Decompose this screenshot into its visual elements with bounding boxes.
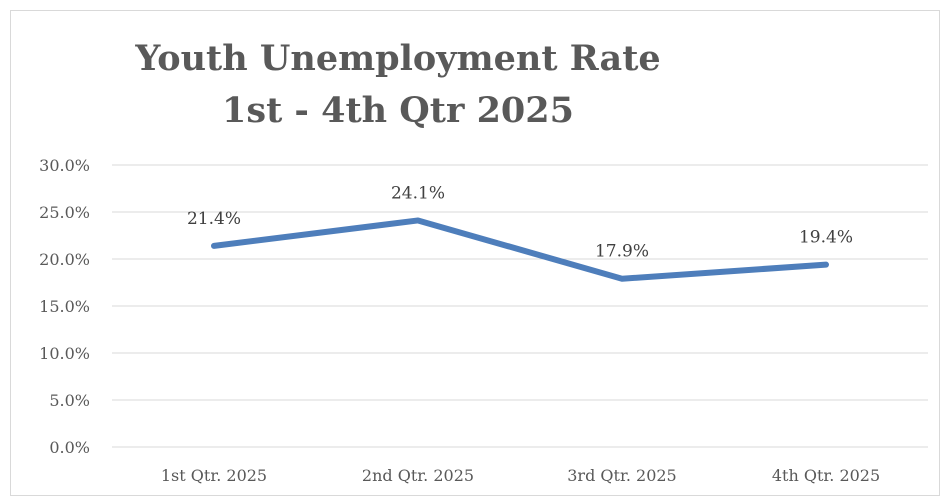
gridlines xyxy=(112,164,928,448)
chart-title-line-1: Youth Unemployment Rate xyxy=(134,38,660,79)
y-tick-label: 0.0% xyxy=(49,438,90,457)
data-label: 24.1% xyxy=(391,183,445,203)
y-tick-label: 20.0% xyxy=(39,250,90,269)
x-tick-label: 1st Qtr. 2025 xyxy=(161,466,267,485)
y-axis-tick-labels: 0.0% 5.0% 10.0% 15.0% 20.0% 25.0% 30.0% xyxy=(39,156,90,457)
x-tick-label: 4th Qtr. 2025 xyxy=(772,466,880,485)
x-tick-label: 2nd Qtr. 2025 xyxy=(362,466,474,485)
series-line xyxy=(211,217,829,282)
data-label: 21.4% xyxy=(187,209,241,229)
y-tick-label: 25.0% xyxy=(39,203,90,222)
y-tick-label: 5.0% xyxy=(49,391,90,410)
y-tick-label: 15.0% xyxy=(39,297,90,316)
y-tick-label: 10.0% xyxy=(39,344,90,363)
series-lines xyxy=(211,217,829,282)
y-tick-label: 30.0% xyxy=(39,156,90,175)
data-label: 17.9% xyxy=(595,242,649,262)
x-tick-label: 3rd Qtr. 2025 xyxy=(567,466,676,485)
data-labels: 21.4% 24.1% 17.9% 19.4% xyxy=(187,183,853,261)
chart-frame xyxy=(10,10,940,496)
chart-title-line-2: 1st - 4th Qtr 2025 xyxy=(222,90,574,131)
x-axis-tick-labels: 1st Qtr. 2025 2nd Qtr. 2025 3rd Qtr. 2025 4… xyxy=(161,466,880,485)
chart-title: Youth Unemployment Rate 1st - 4th Qtr 20… xyxy=(134,38,660,131)
data-label: 19.4% xyxy=(799,228,853,248)
